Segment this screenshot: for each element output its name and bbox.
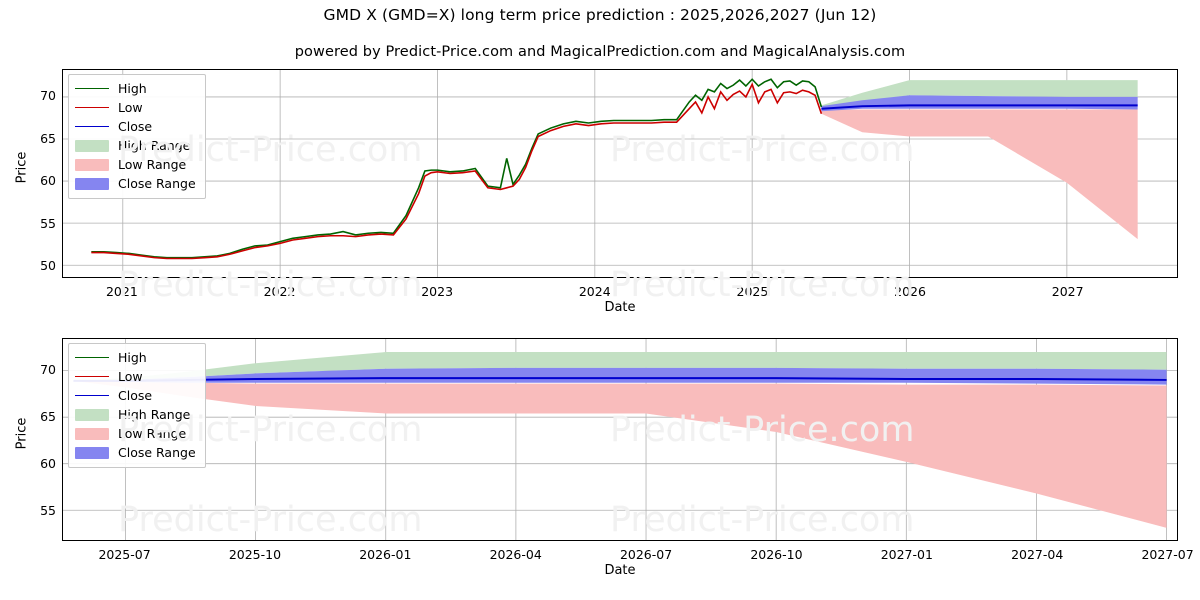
patch-swatch-icon: [75, 139, 109, 153]
swatch-mark: [75, 427, 109, 440]
bottom-legend-item-high: High: [75, 348, 198, 367]
line-swatch-icon: [75, 101, 109, 115]
bottom-x-tick: 2027-07: [1141, 547, 1194, 562]
patch-swatch-icon: [75, 158, 109, 172]
top-x-tick: 2021: [105, 284, 138, 299]
swatch-mark: [75, 106, 109, 109]
bottom-chart-panel: [62, 338, 1178, 541]
patch-swatch-icon: [75, 408, 109, 422]
bottom-y-tick: 65: [40, 408, 56, 424]
bottom-y-tick: 55: [40, 502, 56, 518]
top-legend-item-close-range: Close Range: [75, 174, 198, 193]
bottom-x-tick: 2026-07: [619, 547, 673, 562]
top-chart-legend: High Low Close High Range Low Range Close Ran…: [68, 74, 206, 199]
bottom-x-tick: 2026-04: [489, 547, 542, 562]
chart-title: GMD X (GMD=X) long term price prediction…: [323, 6, 877, 24]
line-swatch-icon: [75, 370, 109, 384]
top-x-tick: 2024: [578, 284, 611, 299]
top-y-tick: 65: [40, 130, 56, 146]
swatch-mark: [75, 394, 109, 397]
line-swatch-icon: [75, 389, 109, 403]
bottom-x-tick: 2026-10: [750, 547, 803, 562]
top-legend-item-low-range: Low Range: [75, 155, 198, 174]
top-x-tick: 2026: [894, 284, 926, 299]
top-y-tick: 55: [40, 215, 56, 231]
top-legend-item-high-range: High Range: [75, 136, 198, 155]
top-legend-item-close: Close: [75, 117, 198, 136]
patch-swatch-icon: [75, 427, 109, 441]
bottom-x-tick: 2025-10: [228, 547, 282, 562]
legend-label: Close: [118, 118, 153, 134]
top-chart-panel: [62, 69, 1178, 278]
top-x-tick: 2025: [736, 284, 769, 299]
bottom-legend-item-close-range: Close Range: [75, 443, 198, 462]
top-y-tick: 50: [40, 258, 56, 274]
top-legend-item-high: High: [75, 79, 198, 98]
legend-label: High: [118, 349, 147, 365]
top-legend-item-low: Low: [75, 98, 198, 117]
swatch-mark: [75, 158, 109, 171]
swatch-mark: [75, 139, 109, 152]
swatch-mark: [75, 356, 109, 359]
legend-label: Low: [118, 99, 143, 115]
swatch-mark: [75, 87, 109, 90]
bottom-x-tick: 2027-01: [880, 547, 933, 562]
legend-label: High: [118, 80, 147, 96]
swatch-mark: [75, 408, 109, 421]
bottom-x-tick: 2025-07: [98, 547, 151, 562]
top-y-axis-label: Price: [14, 151, 30, 184]
line-swatch-icon: [75, 120, 109, 134]
bottom-chart-legend: High Low Close High Range Low Range Close Ran…: [68, 343, 206, 468]
bottom-y-tick: 60: [40, 455, 56, 471]
bottom-x-tick: 2027-04: [1011, 547, 1064, 562]
top-y-tick: 70: [40, 88, 56, 104]
chart-subtitle: powered by Predict-Price.com and Magical…: [294, 44, 906, 60]
bottom-x-axis-label: Date: [604, 563, 636, 578]
swatch-mark: [75, 177, 109, 190]
swatch-mark: [75, 446, 109, 459]
legend-label: Close: [118, 387, 153, 403]
bottom-chart-plot: [63, 339, 1177, 540]
top-y-tick: 60: [40, 173, 56, 189]
top-x-tick: 2022: [263, 284, 296, 299]
legend-label: Close Range: [118, 444, 196, 460]
bottom-y-tick: 70: [40, 361, 56, 377]
bottom-legend-item-low-range: Low Range: [75, 424, 198, 443]
swatch-mark: [75, 125, 109, 128]
bottom-legend-item-high-range: High Range: [75, 405, 198, 424]
top-x-axis-label: Date: [604, 300, 636, 315]
swatch-mark: [75, 375, 109, 378]
line-swatch-icon: [75, 351, 109, 365]
patch-swatch-icon: [75, 177, 109, 191]
legend-label: High Range: [118, 406, 191, 422]
legend-label: Low: [118, 368, 143, 384]
bottom-legend-item-close: Close: [75, 386, 198, 405]
legend-label: Low Range: [118, 156, 187, 172]
bottom-legend-item-low: Low: [75, 367, 198, 386]
top-x-tick: 2027: [1051, 284, 1084, 299]
bottom-x-tick: 2026-01: [359, 547, 412, 562]
line-swatch-icon: [75, 82, 109, 96]
legend-label: High Range: [118, 137, 191, 153]
legend-label: Close Range: [118, 175, 196, 191]
patch-swatch-icon: [75, 446, 109, 460]
top-x-tick: 2023: [421, 284, 454, 299]
legend-label: Low Range: [118, 425, 187, 441]
top-chart-plot: [63, 70, 1177, 277]
